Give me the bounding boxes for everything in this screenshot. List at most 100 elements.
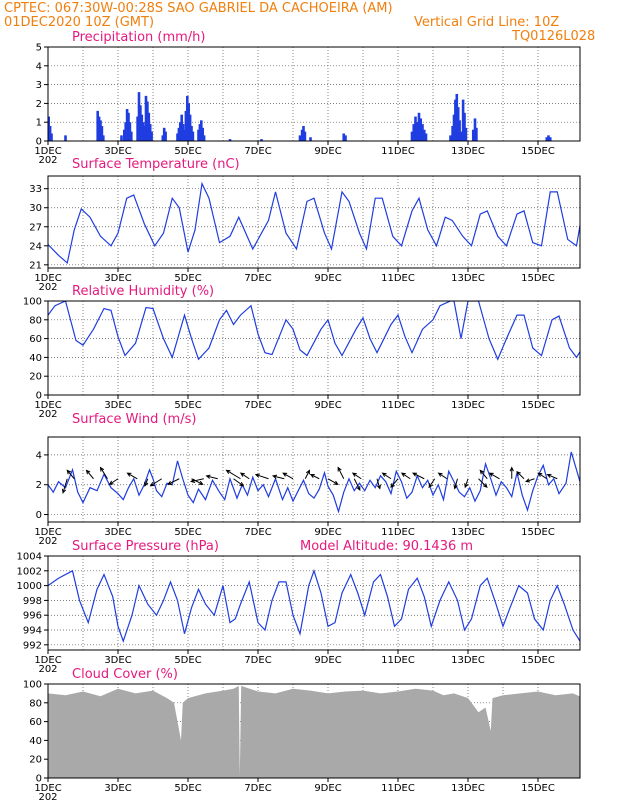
wind-vector-arrow: [537, 472, 548, 480]
precip-bar: [50, 133, 53, 141]
precip-bar: [228, 139, 232, 141]
x-tick-label: 5DEC: [174, 527, 201, 538]
precip-bar: [198, 124, 202, 141]
wind-vector-arrow: [282, 472, 294, 480]
y-tick-label: 1000: [17, 581, 42, 592]
panel-title: Surface Wind (m/s): [72, 412, 196, 427]
cloud-cover-area: [48, 685, 580, 778]
precip-bar: [309, 137, 312, 141]
precip-bar: [200, 120, 203, 141]
y-tick-label: 4: [36, 61, 42, 72]
precip-bar: [417, 112, 421, 141]
precip-bar: [139, 105, 142, 141]
wind-vector-arrow: [144, 478, 149, 487]
x-tick-label: 5DEC: [174, 146, 201, 157]
x-tick-label: 11DEC: [381, 527, 415, 538]
x-tick-label: 9DEC: [314, 146, 341, 157]
x-tick-label: 15DEC: [521, 146, 555, 157]
wind-vector-arrow: [509, 466, 514, 479]
x-year-label: 202: [38, 792, 57, 800]
x-tick-label: 5DEC: [174, 400, 201, 411]
x-tick-label: 13DEC: [451, 655, 485, 666]
x-tick-label: 1DEC: [34, 146, 61, 157]
precip-bar: [303, 131, 307, 141]
x-year-label: 202: [38, 664, 57, 675]
station-header: CPTEC: 067:30W-00:28S SAO GABRIEL DA CAC…: [4, 1, 393, 16]
wind-vector-arrow: [304, 469, 310, 479]
wind-vector-arrow: [479, 469, 488, 480]
x-tick-label: 5DEC: [174, 273, 201, 284]
precip-bar: [97, 116, 101, 141]
precip-bar: [177, 127, 181, 141]
precip-bar: [183, 129, 186, 141]
wind-vector-arrow: [390, 478, 399, 489]
precip-bar: [184, 110, 188, 141]
y-tick-label: 30: [29, 203, 42, 214]
x-tick-label: 7DEC: [244, 527, 271, 538]
precip-bar: [128, 122, 132, 141]
wind-vector-arrow: [464, 478, 469, 489]
precip-bar: [449, 135, 452, 141]
y-tick-label: 33: [29, 184, 42, 195]
wind-vector-arrow: [525, 478, 535, 483]
y-tick-label: 21: [29, 260, 42, 271]
precip-bar: [419, 118, 423, 141]
series-group: [48, 181, 580, 265]
precip-bar: [454, 99, 457, 141]
precip-bar: [344, 135, 347, 141]
precip-bar: [140, 114, 144, 141]
wind-vector-arrow: [488, 472, 500, 480]
vertical-grid-note: Vertical Grid Line: 10Z: [414, 15, 560, 30]
precip-bar: [96, 110, 99, 141]
precip-bar: [137, 92, 141, 141]
precip-bar: [415, 122, 419, 141]
panel-title: Surface Temperature (nC): [72, 157, 240, 172]
precip-bar: [410, 131, 414, 141]
x-tick-label: 13DEC: [451, 400, 485, 411]
wind-vector-arrow: [99, 466, 108, 480]
y-tick-label: 992: [23, 640, 42, 651]
panel-title: Cloud Cover (%): [72, 667, 178, 682]
precip-bar: [146, 101, 149, 141]
precip-bar: [201, 127, 204, 141]
wind-vector-arrow: [327, 478, 339, 485]
precip-bar: [64, 135, 67, 141]
precip-bar: [161, 135, 165, 141]
x-tick-label: 1DEC: [34, 527, 61, 538]
y-tick-label: 1: [36, 118, 42, 129]
panel-3: 0 20 40 60 80 100 1DEC 3DEC 5DEC 7DEC 9DEC 11DEC 13D…: [23, 284, 581, 420]
panel-frame: [47, 175, 581, 269]
precip-bar: [547, 135, 550, 141]
precip-bar: [136, 116, 139, 141]
y-tick-label: 60: [29, 334, 42, 345]
precip-bar: [412, 124, 416, 141]
precip-bar: [187, 103, 190, 141]
y-tick-label: 3: [36, 80, 42, 91]
precip-bar: [127, 112, 130, 141]
y-tick-label: 0: [36, 510, 42, 521]
x-tick-label: 7DEC: [244, 783, 271, 794]
wind-vector-arrow: [516, 470, 525, 480]
precip-bar: [456, 107, 460, 141]
x-tick-label: 11DEC: [381, 273, 415, 284]
panel-2: 21 24 27 30 33 1DEC 3DEC 5DEC 7DEC 9DEC 11DEC 13DEC…: [29, 157, 581, 293]
wind-vector-arrow: [66, 469, 75, 480]
x-tick-label: 1DEC: [34, 655, 61, 666]
precip-bar: [130, 131, 133, 141]
wind-vector-arrow: [412, 472, 425, 480]
y-tick-label: 0: [36, 774, 42, 785]
wind-vector-arrow: [225, 469, 241, 480]
series-group: [48, 301, 580, 361]
series-group: [48, 92, 552, 141]
x-tick-label: 13DEC: [451, 273, 485, 284]
x-tick-label: 3DEC: [104, 527, 131, 538]
precip-bar: [298, 135, 302, 141]
x-year-label: 202: [38, 536, 57, 547]
precip-bar: [260, 139, 263, 141]
y-tick-label: 0: [36, 137, 42, 148]
x-tick-label: 15DEC: [521, 273, 555, 284]
wind-vector-arrow: [233, 478, 245, 487]
wind-vector-arrow: [149, 478, 163, 487]
precip-bar: [191, 131, 195, 141]
panel-5: 992 994 996 998 1000 1002 1004 1DEC 3DEC 5DEC 7DEC…: [17, 539, 581, 675]
